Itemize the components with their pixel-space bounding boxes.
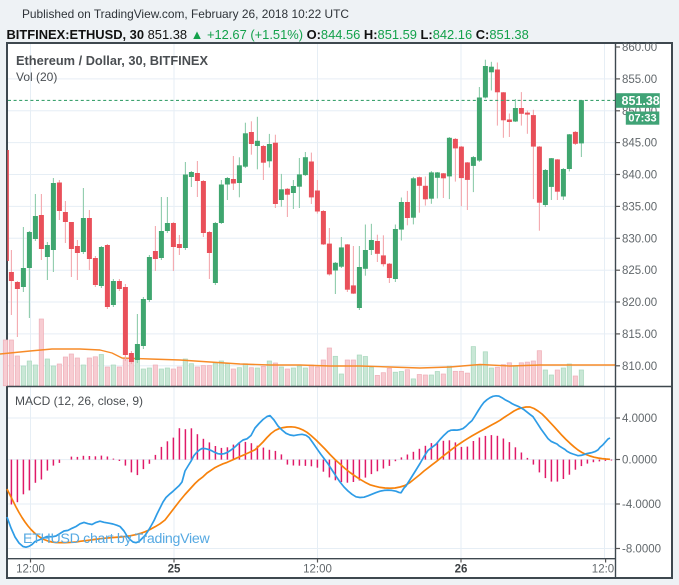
svg-text:830.00: 830.00 <box>622 233 657 245</box>
svg-text:ETHUSD chart by TradingView: ETHUSD chart by TradingView <box>23 531 210 547</box>
svg-text:MACD (12, 26, close, 9): MACD (12, 26, close, 9) <box>15 394 143 408</box>
svg-text:835.00: 835.00 <box>622 201 657 213</box>
svg-text:0.0000: 0.0000 <box>622 455 657 467</box>
svg-text:4.0000: 4.0000 <box>622 413 657 425</box>
svg-text:820.00: 820.00 <box>622 297 657 309</box>
svg-text:-4.0000: -4.0000 <box>622 499 661 511</box>
svg-text:12:00: 12:00 <box>303 564 332 576</box>
svg-text:25: 25 <box>168 564 181 576</box>
svg-text:825.00: 825.00 <box>622 265 657 277</box>
svg-text:07:33: 07:33 <box>628 113 656 125</box>
svg-text:Vol (20): Vol (20) <box>16 70 57 84</box>
svg-text:810.00: 810.00 <box>622 361 657 373</box>
svg-text:840.00: 840.00 <box>622 170 657 182</box>
svg-text:815.00: 815.00 <box>622 329 657 341</box>
svg-text:12:00: 12:00 <box>16 564 45 576</box>
svg-text:12:0: 12:0 <box>592 564 614 576</box>
svg-text:Published on TradingView.com,: Published on TradingView.com, February 2… <box>22 7 349 21</box>
svg-text:BITFINEX:ETHUSD, 30 851.38 ▲ +: BITFINEX:ETHUSD, 30 851.38 ▲ +12.67 (+1.… <box>7 27 529 42</box>
svg-text:Ethereum / Dollar, 30, BITFINE: Ethereum / Dollar, 30, BITFINEX <box>16 53 208 68</box>
svg-text:855.00: 855.00 <box>622 74 657 86</box>
svg-text:-8.0000: -8.0000 <box>622 544 661 556</box>
svg-text:26: 26 <box>455 564 468 576</box>
svg-text:860.00: 860.00 <box>622 42 657 54</box>
svg-text:845.00: 845.00 <box>622 138 657 150</box>
svg-text:851.38: 851.38 <box>622 94 660 108</box>
